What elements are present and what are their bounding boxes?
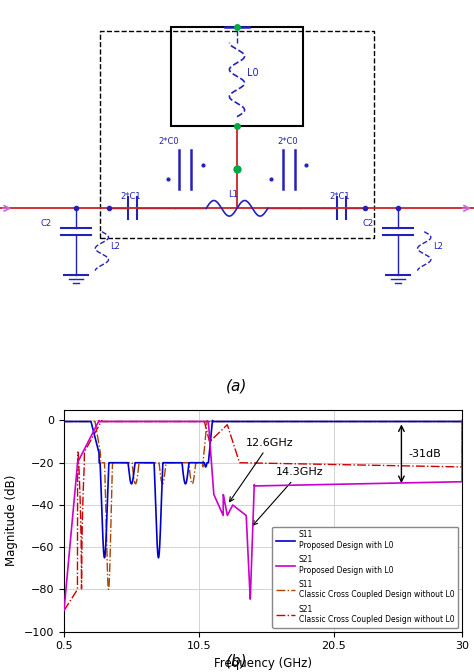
X-axis label: Frequency (GHz): Frequency (GHz) (214, 657, 312, 670)
Text: 14.3GHz: 14.3GHz (253, 468, 324, 526)
Bar (171, 27, 303, 126)
Text: C2: C2 (40, 219, 51, 228)
Text: 2*C0: 2*C0 (159, 137, 180, 146)
Bar (100, 31, 374, 238)
Text: 12.6GHz: 12.6GHz (229, 438, 294, 501)
Text: L1: L1 (228, 190, 238, 200)
Text: (a): (a) (226, 378, 248, 393)
Text: C2: C2 (363, 219, 374, 228)
Y-axis label: Magnitude (dB): Magnitude (dB) (5, 475, 18, 566)
Text: 2*C1: 2*C1 (121, 192, 142, 200)
Text: L2: L2 (110, 242, 120, 251)
Text: 2*C1: 2*C1 (329, 192, 350, 200)
Text: L2: L2 (433, 242, 443, 251)
Text: L0: L0 (247, 68, 259, 78)
Text: -31dB: -31dB (408, 450, 441, 459)
Legend: S11
Proposed Design with L0, S21
Proposed Design with L0, S11
Classic Cross Coup: S11 Proposed Design with L0, S21 Propose… (272, 527, 458, 628)
Text: 2*C0: 2*C0 (277, 137, 298, 146)
Text: (b): (b) (226, 654, 248, 669)
